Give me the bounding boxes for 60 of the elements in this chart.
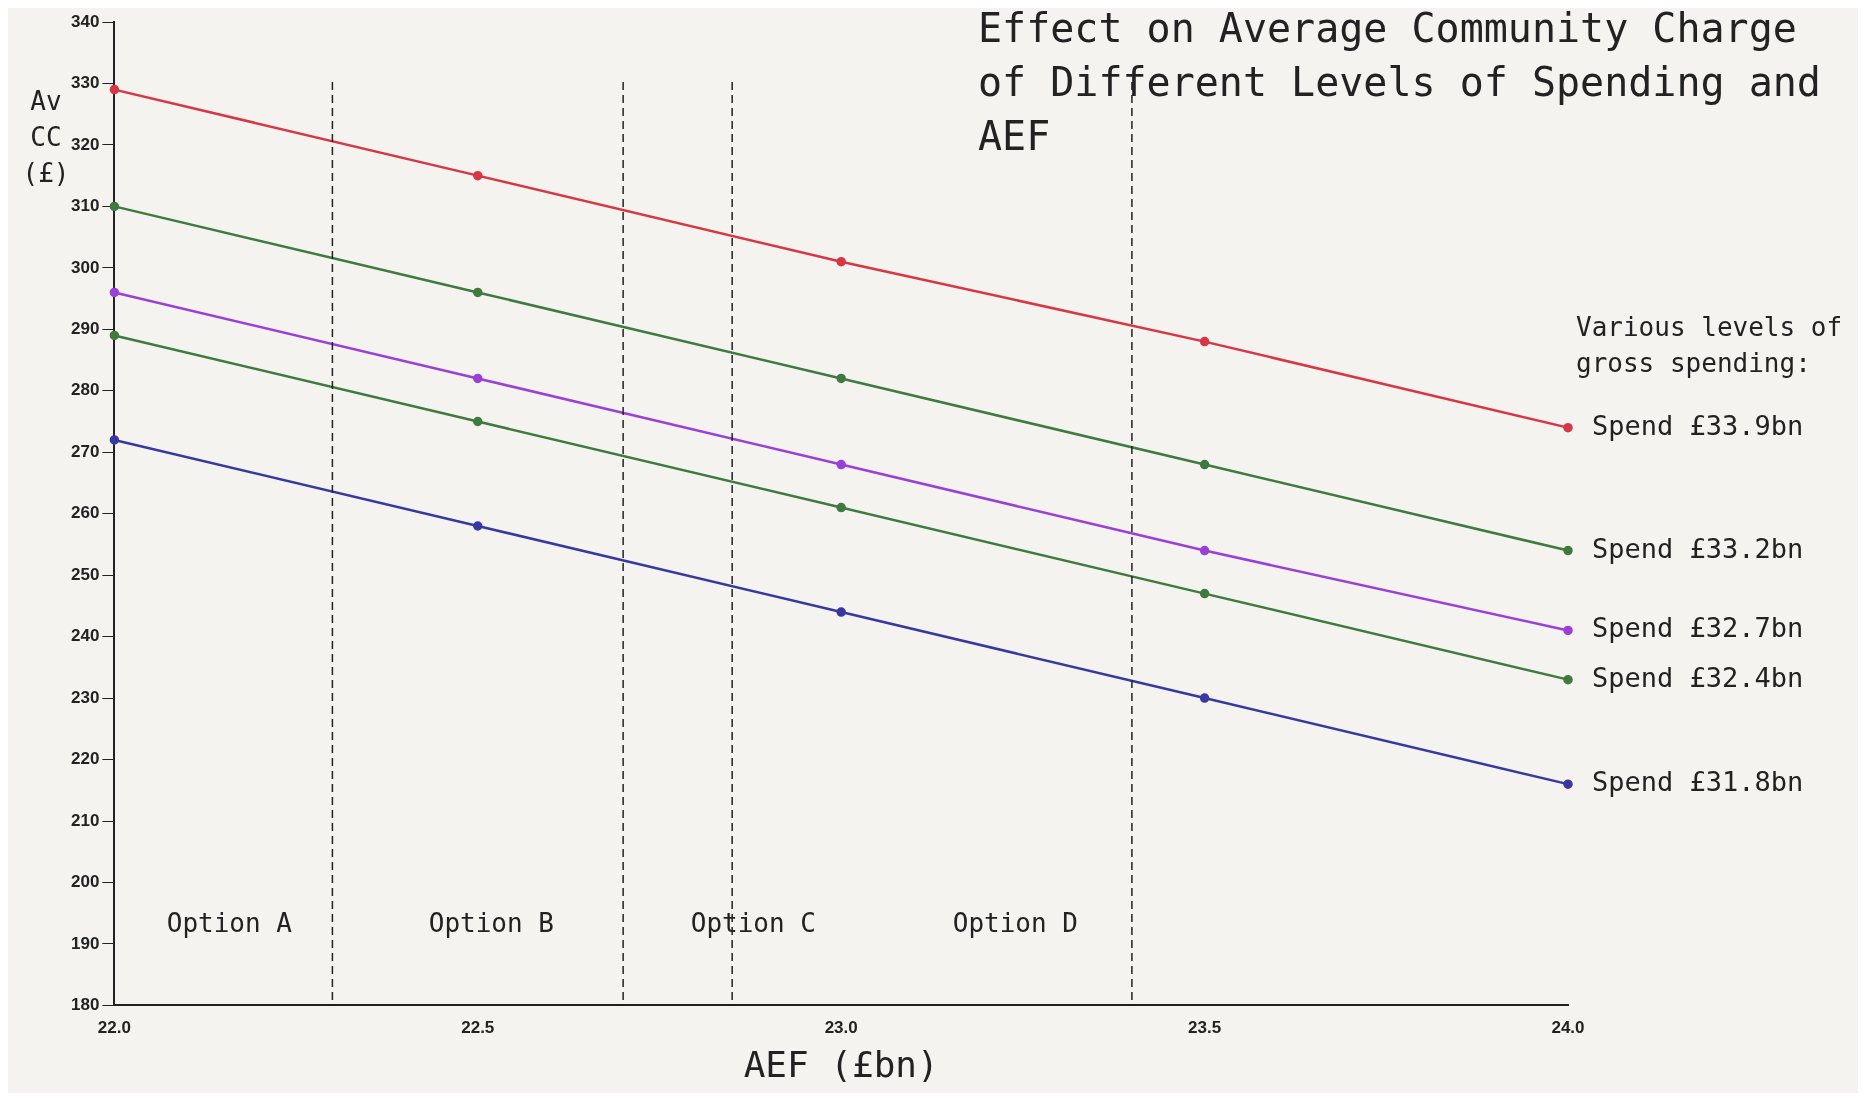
y-tick-label: 300 (70, 257, 100, 277)
point (836, 373, 846, 384)
point (109, 84, 120, 95)
point (109, 287, 120, 298)
series-label: Spend £31.8bn (1592, 766, 1804, 798)
y-tick-label: 260 (70, 503, 100, 523)
series-label: Spend £32.7bn (1592, 612, 1804, 644)
point (473, 521, 483, 531)
x-tick-label: 22.5 (461, 1018, 495, 1038)
y-tick-label: 340 (70, 11, 100, 31)
x-tick-label: 24.0 (1551, 1018, 1585, 1038)
point (473, 170, 483, 181)
annotation: Option B (428, 908, 554, 939)
point (1563, 779, 1573, 789)
y-tick-label: 180 (70, 995, 100, 1015)
y-tick-label: 220 (70, 749, 100, 769)
annotation: Option D (952, 908, 1078, 939)
point (1199, 336, 1210, 347)
point (1199, 693, 1210, 703)
point (1563, 422, 1573, 433)
legend-title: Various levels of gross spending: (1576, 311, 1843, 378)
point (836, 256, 846, 267)
point (109, 201, 120, 212)
y-tick-label: 190 (70, 933, 100, 953)
y-tick-label: 330 (70, 73, 100, 93)
y-tick-label: 320 (70, 134, 100, 154)
y-tick-label: 250 (70, 564, 100, 584)
series-label: Spend £33.9bn (1592, 409, 1804, 441)
annotation: Option A (166, 908, 293, 939)
point (1563, 545, 1573, 556)
y-tick-label: 210 (70, 810, 100, 830)
y-tick-label: 230 (70, 687, 100, 707)
x-tick-label: 23.5 (1188, 1018, 1222, 1038)
point (473, 373, 483, 384)
point (473, 416, 483, 427)
series-label: Spend £32.4bn (1592, 661, 1804, 693)
text: Effect on Average Community Charge of Different Levels of Spending and AEF (978, 5, 1821, 160)
x-axis-title: AEF (£bn) (743, 1043, 939, 1085)
point (109, 435, 120, 445)
x-tick-label: 22.0 (97, 1018, 131, 1038)
point (1563, 674, 1573, 685)
point (1199, 459, 1210, 470)
point (836, 502, 846, 513)
point (1563, 625, 1573, 636)
point (109, 330, 120, 341)
point (473, 287, 483, 298)
series-label: Spend £33.2bn (1592, 532, 1804, 564)
y-tick-label: 310 (70, 196, 100, 216)
y-tick-label: 200 (70, 872, 100, 892)
point (836, 459, 846, 470)
point (1199, 588, 1210, 599)
y-tick-label: 280 (70, 380, 100, 400)
y-tick-label: 240 (70, 626, 100, 646)
y-axis-title: Av CC (£) (22, 85, 70, 188)
point (1199, 545, 1210, 556)
x-tick-label: 23.0 (824, 1018, 858, 1038)
y-tick-label: 290 (70, 319, 100, 338)
point (836, 607, 846, 617)
y-tick-label: 270 (70, 441, 100, 461)
annotation: Option C (690, 908, 816, 939)
